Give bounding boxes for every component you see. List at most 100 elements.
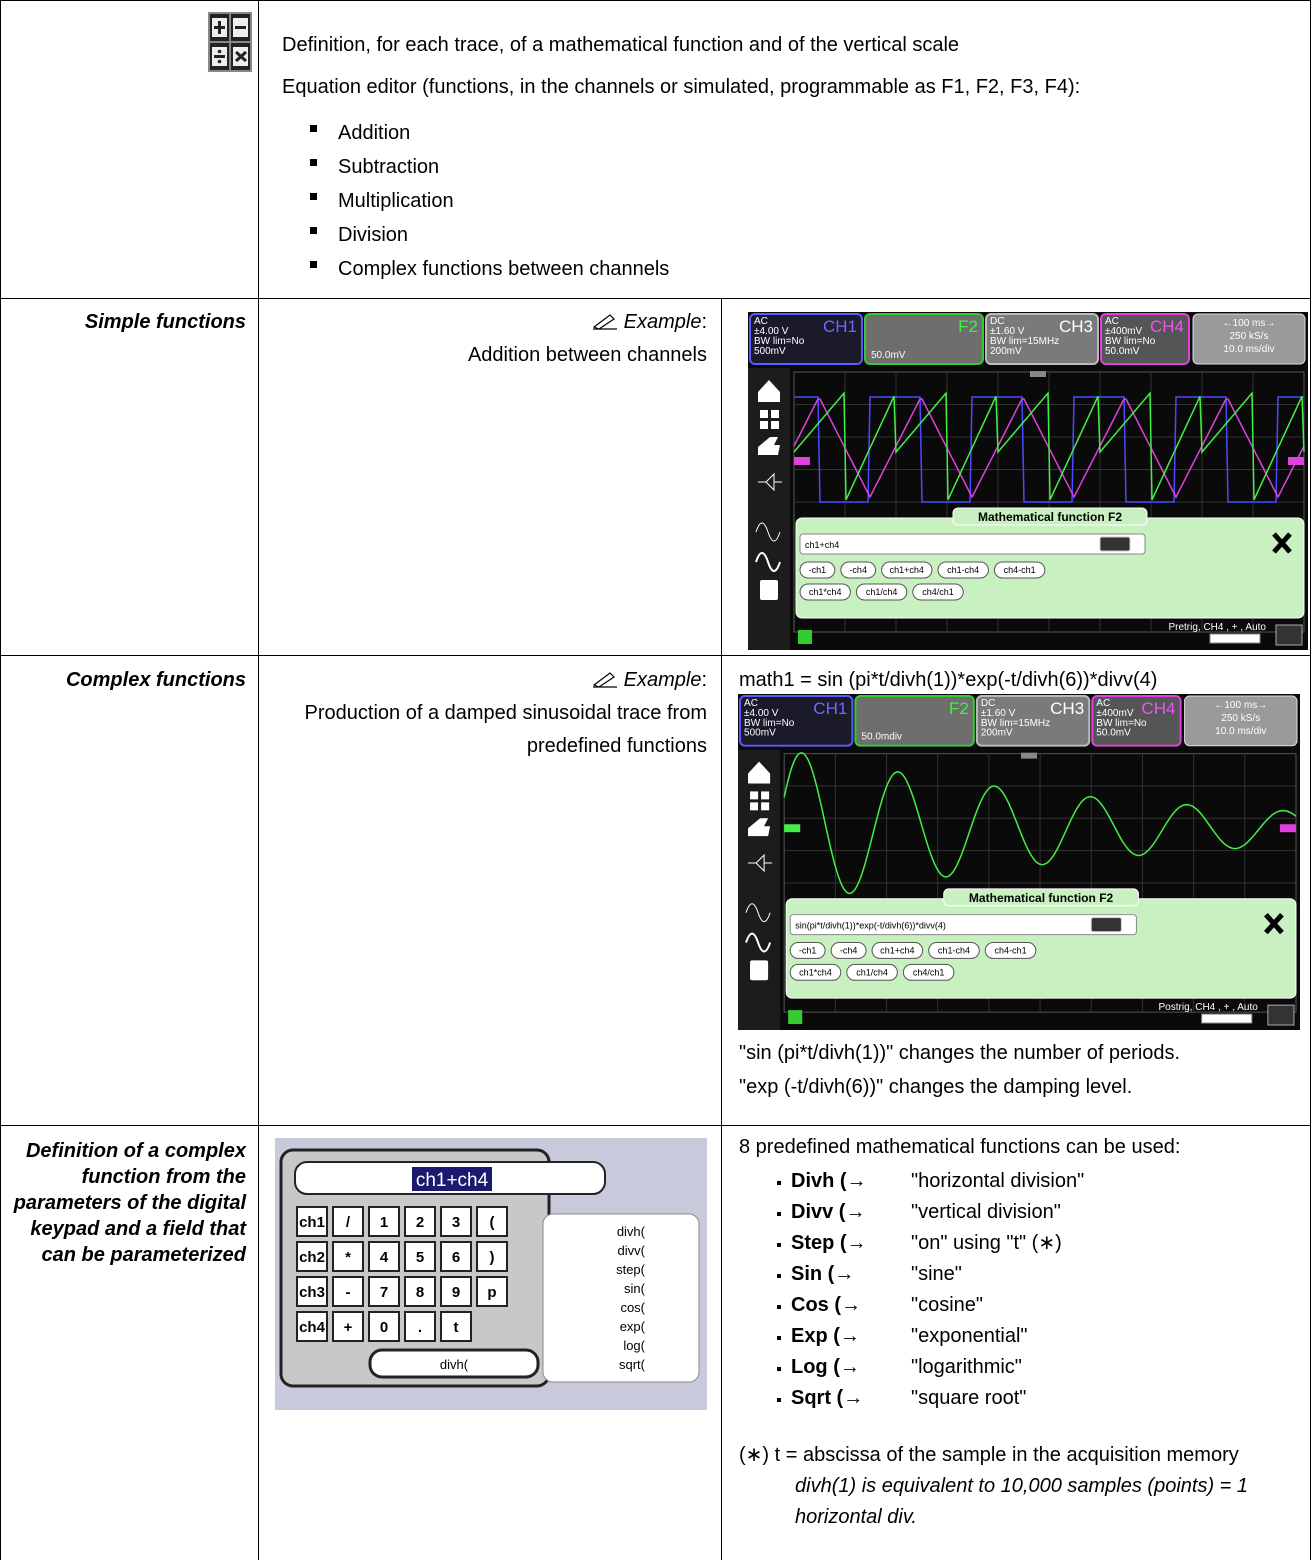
example-text: Production of a damped sinusoidal trace … xyxy=(304,702,707,757)
key xyxy=(296,1311,328,1342)
function-button xyxy=(830,942,867,959)
notes: "sin (pi*t/divh(1))" changes the number … xyxy=(739,1036,1180,1104)
key-label: 7 xyxy=(380,1284,388,1301)
function-button xyxy=(846,963,898,981)
function-button-label: ch1+ch4 xyxy=(880,945,914,955)
key xyxy=(476,1206,508,1237)
key-label: * xyxy=(345,1249,351,1266)
input-highlight xyxy=(412,1167,492,1191)
dialog-title: Mathematical function F2 xyxy=(969,891,1114,905)
function-desc: "on" using "t" (∗) xyxy=(911,1232,1062,1254)
sd-icon xyxy=(788,1010,803,1025)
expression-field xyxy=(799,533,1146,555)
function-button xyxy=(871,942,924,959)
note: "sin (pi*t/divh(1))" changes the number … xyxy=(739,1042,1181,1064)
function-button-label: ch1-ch4 xyxy=(947,565,979,575)
sidebar xyxy=(748,368,790,650)
function-button xyxy=(789,963,842,981)
coupling: AC xyxy=(1105,316,1119,327)
function-name: Divh (→ xyxy=(791,1170,867,1192)
channel-box xyxy=(985,313,1099,365)
icon-trig xyxy=(748,853,773,873)
function-button xyxy=(902,963,955,981)
channel-box xyxy=(749,313,863,365)
function-desc: "vertical division" xyxy=(911,1201,1061,1223)
footnote-text: (∗) t = abscissa of the sample in the ac… xyxy=(739,1444,1239,1466)
scale: 50.0mV xyxy=(1096,728,1131,739)
icon-card xyxy=(760,580,778,600)
border xyxy=(0,0,1311,1)
scale: 200mV xyxy=(990,346,1022,357)
status: Pretrig, CH4 , + , Auto xyxy=(1168,622,1266,633)
footnote: (∗) t = abscissa of the sample in the ac… xyxy=(739,1440,1259,1533)
list-item: Division xyxy=(282,218,669,252)
icon-calc xyxy=(760,421,768,429)
function-button xyxy=(984,942,1037,959)
function-button-label: ch1*ch4 xyxy=(809,587,842,597)
colon: : xyxy=(701,669,707,691)
scale: 500mV xyxy=(744,728,776,739)
scale: 50.0mdiv xyxy=(861,732,902,743)
list-item: Subtraction xyxy=(282,150,669,184)
function-name: Sqrt (→ xyxy=(791,1387,864,1409)
function-button-label: -ch4 xyxy=(840,945,858,955)
key-label: ch2 xyxy=(299,1249,325,1266)
function-item: Divv (→ "vertical division" xyxy=(739,1197,1084,1228)
scope-screenshot: AC ±4.00 V BW lim=No 500mV CH1 50.0mV F2 DC ±1.6… xyxy=(748,312,1308,650)
channel-box xyxy=(1100,313,1190,365)
channel-name: CH4 xyxy=(1150,317,1184,336)
key-label: 2 xyxy=(416,1214,424,1231)
sidebar xyxy=(738,749,781,1030)
pencil-icon xyxy=(592,672,618,688)
icon-calc xyxy=(771,421,779,429)
bandwidth: BW lim=No xyxy=(744,718,795,729)
timebase: ←100 ms→ xyxy=(1214,700,1267,711)
menu-item: exp( xyxy=(620,1319,646,1334)
key xyxy=(440,1241,472,1272)
key xyxy=(404,1206,436,1237)
function-button xyxy=(912,583,964,601)
trace-ch1 xyxy=(794,396,1304,503)
function-button-label: ch1*ch4 xyxy=(799,967,832,977)
icon-card xyxy=(750,960,769,981)
function-button xyxy=(799,583,851,601)
key-label: 6 xyxy=(452,1249,460,1266)
functions-list: Divh (→ "horizontal division" Divv (→ "vert… xyxy=(739,1166,1084,1414)
battery xyxy=(1209,633,1261,644)
function-name: Sin (→ xyxy=(791,1263,855,1285)
key xyxy=(440,1276,472,1307)
row-label: Complex functions xyxy=(65,669,246,691)
range: ±4.00 V xyxy=(754,326,789,337)
function-name: Log (→ xyxy=(791,1356,860,1378)
icon-trig xyxy=(758,472,782,492)
function-button-label: ch1/ch4 xyxy=(856,967,888,977)
key-label: t xyxy=(454,1319,459,1336)
keyboard-icon xyxy=(1099,536,1131,552)
menu-item: log( xyxy=(623,1338,645,1353)
coupling: DC xyxy=(981,698,995,709)
function-button xyxy=(993,561,1046,579)
timebase: 250 kS/s xyxy=(1230,331,1269,342)
function-name: Exp (→ xyxy=(791,1325,860,1347)
key-label: - xyxy=(346,1284,351,1301)
key-label: ch3 xyxy=(299,1284,325,1301)
marker xyxy=(1288,457,1304,465)
coupling: AC xyxy=(754,316,768,327)
key xyxy=(404,1276,436,1307)
menu-item: divv( xyxy=(618,1243,646,1258)
function-button-label: ch1+ch4 xyxy=(890,565,924,575)
timebase: 250 kS/s xyxy=(1221,713,1260,724)
key-label: p xyxy=(487,1284,496,1301)
channel-name: CH1 xyxy=(823,317,857,336)
icon-hand xyxy=(748,818,771,837)
border xyxy=(0,655,1311,656)
function-button xyxy=(840,561,877,579)
input-text: ch1+ch4 xyxy=(416,1170,489,1191)
channel-box xyxy=(975,694,1091,747)
key-label: 8 xyxy=(416,1284,424,1301)
function-item: Exp (→ "exponential" xyxy=(739,1321,1084,1352)
timebase: ←100 ms→ xyxy=(1223,318,1276,329)
